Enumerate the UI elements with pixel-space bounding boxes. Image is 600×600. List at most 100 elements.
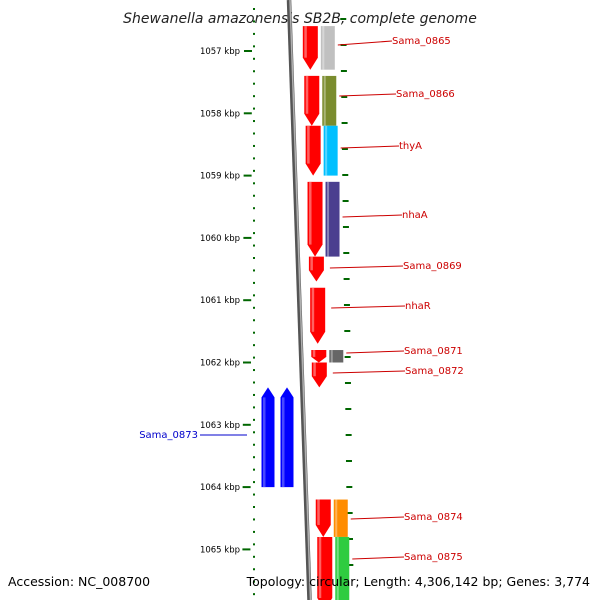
scale-dot	[253, 381, 255, 384]
gene-label: Sama_0865	[392, 36, 451, 47]
minor-tick	[341, 148, 348, 150]
cds-arrow-shine	[313, 362, 316, 377]
cog-block	[333, 499, 348, 537]
major-tick	[242, 423, 251, 426]
scale-dot	[253, 555, 255, 558]
scale-dot	[253, 530, 255, 533]
gene-label: Sama_0869	[403, 261, 462, 272]
minor-tick	[345, 460, 352, 462]
scale-dot	[253, 481, 255, 484]
cog-block	[335, 536, 350, 600]
tick-label: 1065 kbp	[200, 545, 240, 555]
minor-tick	[343, 252, 350, 254]
gene-label: thyA	[399, 141, 422, 152]
gene-label: Sama_0871	[404, 346, 463, 357]
cog-block-shine	[322, 26, 325, 70]
minor-tick	[345, 408, 352, 410]
minor-tick	[342, 174, 349, 176]
scale-dot	[253, 393, 255, 396]
scale-dot	[253, 45, 255, 48]
scale-dot	[253, 157, 255, 160]
scale-dot	[253, 319, 255, 322]
scale-dot	[253, 369, 255, 372]
scale-dot	[253, 182, 255, 185]
scale-dot	[253, 493, 255, 496]
scale-dot	[253, 294, 255, 297]
tick-label: 1060 kbp	[200, 234, 240, 244]
tick-label: 1062 kbp	[200, 359, 240, 369]
gene-labels-layer: Sama_0865 Sama_0866 thyA nhaA Sama_0869 nhaR S…	[139, 36, 464, 563]
scale-dot	[253, 406, 255, 409]
scale-dot	[253, 580, 255, 583]
gene-label-leader	[329, 265, 404, 269]
cds-arrow-shine	[307, 125, 310, 164]
gene-label-leader	[331, 305, 406, 309]
gene-label: Sama_0873	[139, 430, 198, 441]
scale-dot	[253, 281, 255, 284]
major-tick	[242, 486, 251, 489]
cds-arrow-shine	[317, 499, 320, 525]
cds-arrow-shine	[311, 287, 315, 332]
minor-tick	[340, 70, 347, 72]
gene-label-leader	[352, 556, 405, 560]
cds-arrow-shine	[312, 350, 316, 357]
scale-dot	[253, 207, 255, 210]
minor-tick	[341, 122, 348, 124]
scale-dot	[253, 443, 255, 446]
scale-dot	[253, 120, 255, 123]
scale-dot	[253, 593, 255, 596]
scale-dot	[253, 194, 255, 197]
major-tick	[243, 236, 252, 239]
tick-label: 1061 kbp	[200, 296, 240, 306]
minor-tick	[340, 18, 347, 20]
gene-label: Sama_0875	[404, 552, 463, 563]
major-tick	[243, 299, 252, 302]
scale-dot	[253, 132, 255, 135]
genome-backbone	[286, 0, 312, 600]
scale-dot	[253, 107, 255, 110]
scale-dot	[253, 144, 255, 147]
major-tick	[242, 548, 251, 551]
scale-dot	[253, 543, 255, 546]
cds-arrow-shine	[318, 536, 322, 598]
tick-label: 1057 kbp	[200, 47, 240, 57]
cds-arrow-shine	[310, 256, 313, 271]
gene-label: Sama_0866	[396, 89, 455, 100]
cog-block-shine	[336, 536, 339, 600]
cog-block-shine	[323, 75, 326, 126]
cds-arrow-shine	[263, 397, 266, 488]
scale-dot	[253, 169, 255, 172]
major-tick	[244, 50, 252, 52]
genome-title: Shewanella amazonensis SB2B, complete ge…	[123, 11, 477, 27]
minor-tick	[342, 226, 349, 228]
gene-label-leader	[346, 350, 405, 354]
scale-dot	[253, 331, 255, 334]
cog-block-shine	[335, 499, 338, 537]
scale-dot	[253, 568, 255, 571]
tick-layer: 1057 kbp 1058 kbp 1059 kbp 1060 kbp 1061 kbp…	[200, 47, 252, 555]
cds-arrow-shine	[304, 26, 307, 58]
minor-tick	[346, 512, 353, 514]
gene-label-leader	[342, 214, 403, 218]
scale-dot	[253, 306, 255, 309]
cog-block-shine	[330, 350, 333, 363]
major-tick	[243, 361, 251, 364]
tick-label: 1058 kbp	[200, 109, 240, 119]
minor-tick	[344, 356, 351, 358]
genome-summary-text: Topology: circular; Length: 4,306,142 bp…	[246, 574, 590, 589]
tick-label: 1063 kbp	[200, 421, 240, 431]
genes-layer	[261, 26, 350, 600]
tick-label: 1064 kbp	[200, 483, 240, 493]
scale-dot	[253, 244, 255, 247]
gene-label: Sama_0874	[404, 512, 463, 523]
cds-arrow-shine	[282, 397, 285, 488]
minor-tick	[342, 200, 349, 202]
scale-dot	[253, 32, 255, 35]
accession-text: Accession: NC_008700	[8, 574, 150, 589]
scale-dot	[253, 356, 255, 359]
scale-dot	[253, 518, 255, 521]
minor-tick	[347, 564, 354, 566]
scale-dot	[253, 257, 255, 259]
gene-label-leader	[337, 40, 393, 46]
